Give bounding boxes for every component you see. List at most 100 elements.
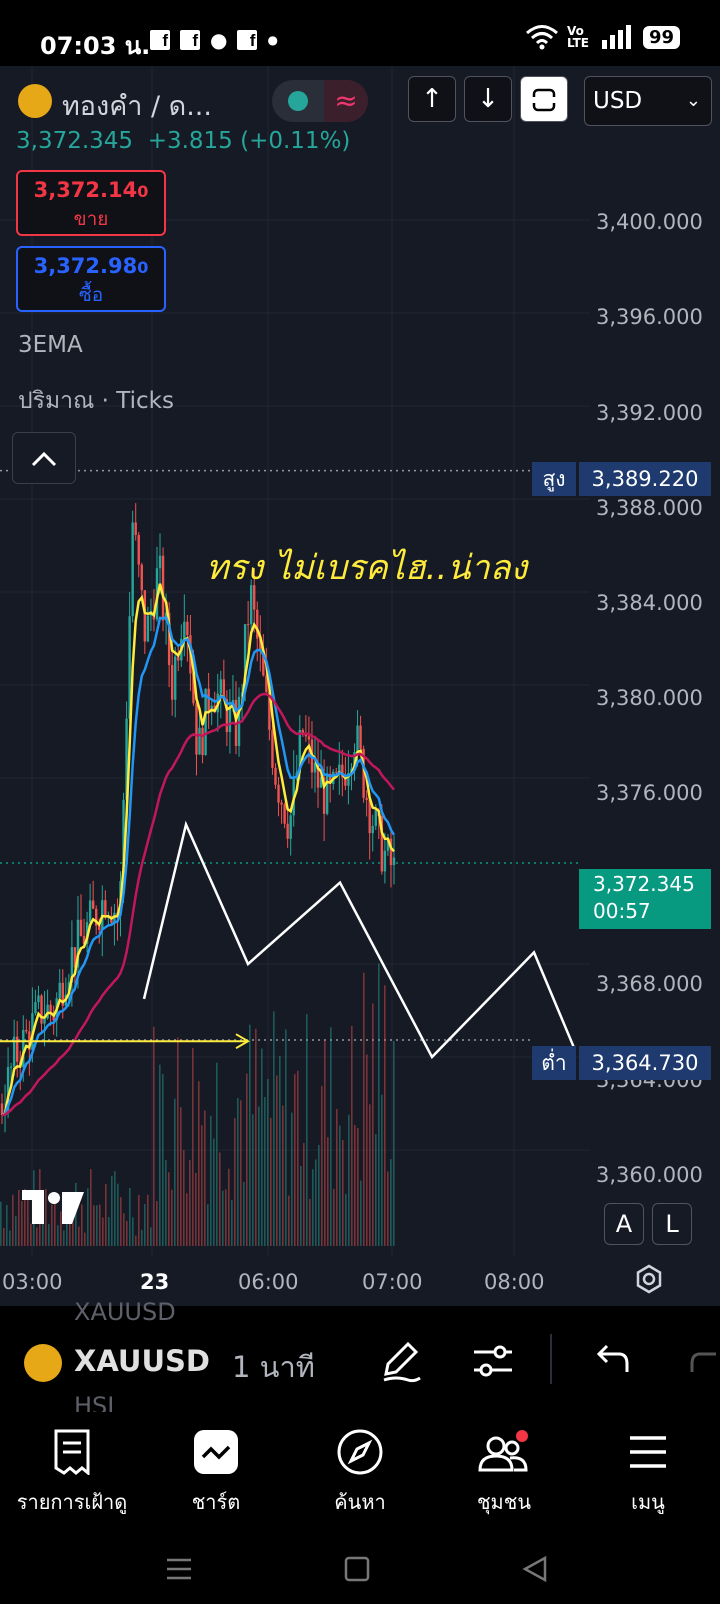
chart-icon xyxy=(194,1430,238,1474)
candle-body xyxy=(207,688,210,712)
candle-body xyxy=(359,725,362,749)
candle-body xyxy=(167,612,171,666)
candle-body xyxy=(104,900,107,918)
candle-body xyxy=(95,908,98,926)
currency-select[interactable]: USD ⌄ xyxy=(584,76,712,126)
volume-bar xyxy=(153,1026,155,1246)
candle-body xyxy=(192,673,195,704)
nav-community[interactable]: ชุมชน xyxy=(434,1424,574,1518)
pencil-icon[interactable] xyxy=(376,1336,426,1386)
volume-bar xyxy=(150,1227,152,1246)
volume-bar xyxy=(357,1127,359,1246)
volume-bar xyxy=(18,1189,20,1246)
toolbar-interval[interactable]: 1 นาที xyxy=(232,1350,315,1384)
volume-bar xyxy=(210,1115,212,1246)
x-tick: 08:00 xyxy=(484,1270,545,1294)
compass-icon xyxy=(337,1429,383,1475)
buy-price-small: 0 xyxy=(137,258,149,277)
log-scale-button[interactable]: L xyxy=(652,1203,692,1245)
volume-bar xyxy=(183,1150,185,1246)
candle-body xyxy=(143,590,147,642)
nav-explore[interactable]: ค้นหา xyxy=(290,1424,430,1518)
messenger-icon: ● xyxy=(210,28,228,52)
sell-button[interactable]: 3,372.140 ขาย xyxy=(16,170,166,236)
volume-bar xyxy=(75,1182,77,1246)
y-tick: 3,376.000 xyxy=(596,781,703,805)
home-icon[interactable] xyxy=(342,1554,372,1584)
volume-bar xyxy=(117,1183,119,1246)
undo-icon[interactable] xyxy=(585,1336,635,1386)
buy-price: 3,372.98 xyxy=(33,254,138,278)
volume-bar xyxy=(0,1201,2,1246)
nav-watchlist[interactable]: รายการเฝ้าดู xyxy=(2,1424,142,1518)
volume-bar xyxy=(9,1230,11,1246)
nav-menu[interactable]: เมนู xyxy=(578,1424,718,1518)
volume-bar xyxy=(135,1235,137,1246)
volume-bar xyxy=(6,1204,8,1246)
toolbar-symbol[interactable]: XAUUSD xyxy=(74,1344,210,1378)
volume-bar xyxy=(165,1160,167,1246)
symbol-title[interactable]: ทองคำ / ด... xyxy=(62,91,212,122)
volume-bar xyxy=(189,1159,191,1246)
volume-bar xyxy=(297,1070,299,1246)
volume-bar xyxy=(312,1169,314,1246)
price-change: +3.815 (+0.11%) xyxy=(147,128,351,154)
market-status-toggle[interactable]: ≈ xyxy=(272,80,368,122)
chart-settings-icon[interactable] xyxy=(633,1263,665,1295)
candle-body xyxy=(22,1029,25,1068)
price-change-line: 3,372.345 +3.815 (+0.11%) xyxy=(16,128,350,154)
auto-scale-button[interactable]: A xyxy=(604,1203,644,1245)
candle-body xyxy=(40,995,43,1024)
back-icon[interactable] xyxy=(520,1554,550,1584)
candle-body xyxy=(82,936,86,944)
volume-bar xyxy=(375,1134,377,1246)
support-arrow-head xyxy=(235,1033,250,1050)
volume-bar xyxy=(174,1098,176,1246)
candle-body xyxy=(392,857,396,866)
redo-icon[interactable] xyxy=(680,1336,720,1386)
buy-button[interactable]: 3,372.980 ซื้อ xyxy=(16,246,166,312)
volume-bar xyxy=(300,1165,302,1246)
volume-bar xyxy=(243,1181,245,1246)
indicator-ema[interactable]: 3EMA xyxy=(18,332,83,358)
candle-body xyxy=(140,564,143,591)
indicator-volume[interactable]: ปริมาณ · Ticks xyxy=(18,388,174,414)
chart-annotation[interactable]: ทรง ไม่เบรคไฮ..น่าลง xyxy=(206,548,528,588)
collapse-indicators-button[interactable] xyxy=(12,432,76,484)
volume-bar xyxy=(36,1227,38,1246)
volume-bar xyxy=(240,1100,242,1246)
candle-body xyxy=(170,665,174,700)
bar-countdown: 00:57 xyxy=(593,899,651,923)
fullscreen-button[interactable] xyxy=(520,76,568,122)
volume-bar xyxy=(327,1137,329,1246)
volume-bar xyxy=(228,1168,230,1246)
candle-body xyxy=(49,1004,52,1013)
candle-body xyxy=(228,705,232,733)
volume-bar xyxy=(360,1180,362,1246)
recent-apps-icon[interactable] xyxy=(164,1554,194,1584)
nav-chart[interactable]: ชาร์ต xyxy=(146,1424,286,1518)
volume-bar xyxy=(366,1054,368,1246)
candle-body xyxy=(6,1067,10,1111)
candle-body xyxy=(73,947,77,968)
volume-bar xyxy=(69,1203,71,1246)
volume-bar xyxy=(84,1232,86,1246)
candle-body xyxy=(383,850,387,872)
candle-body xyxy=(280,802,283,805)
candle-body xyxy=(0,1103,4,1115)
volume-bar xyxy=(30,1223,32,1246)
scroll-up-button[interactable]: ↑ xyxy=(408,76,456,122)
volume-bar xyxy=(111,1175,113,1246)
volume-bar xyxy=(129,1187,131,1246)
tradingview-logo-icon xyxy=(22,1190,84,1224)
volume-bar xyxy=(21,1201,23,1246)
symbol-carousel-prev[interactable]: XAUUSD xyxy=(74,1298,176,1326)
volume-bar xyxy=(249,1024,251,1246)
price-chart[interactable] xyxy=(0,66,720,1306)
volume-bar xyxy=(204,1110,206,1246)
volume-bar xyxy=(3,1227,5,1246)
system-nav-bar xyxy=(0,1532,720,1604)
scroll-down-button[interactable]: ↓ xyxy=(464,76,512,122)
candle-body xyxy=(134,522,137,535)
indicators-icon[interactable] xyxy=(468,1336,518,1386)
